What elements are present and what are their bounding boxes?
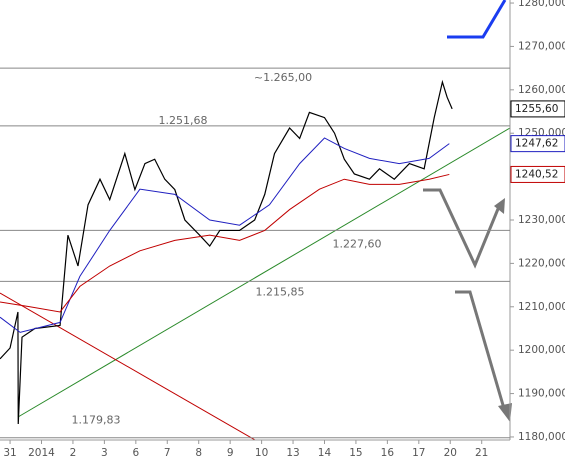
level-label: 1.251,68 — [159, 114, 208, 127]
x-tick-label: 31 — [3, 447, 16, 459]
x-tick-label: 9 — [227, 447, 234, 459]
y-tick-label: 1190,000 — [518, 388, 565, 400]
trend-line-support — [17, 127, 511, 418]
price-box — [510, 165, 565, 183]
y-tick-label: 1210,000 — [518, 301, 565, 313]
x-tick-label: 8 — [195, 447, 202, 459]
x-tick-label: 3 — [101, 447, 108, 459]
price-line — [0, 137, 450, 333]
x-tick-label: 16 — [381, 447, 395, 459]
projection-arrow — [447, 0, 507, 39]
price-box — [510, 135, 565, 153]
price-box-label: 1240,52 — [515, 168, 558, 180]
price-box — [510, 100, 565, 118]
price-line — [0, 79, 453, 424]
x-tick-label: 15 — [349, 447, 362, 459]
projection-arrow — [423, 188, 502, 269]
x-tick-label: 14 — [318, 447, 332, 459]
price-box-label: 1247,62 — [515, 138, 558, 150]
trend-line-resistance — [0, 292, 256, 441]
x-tick-label: 10 — [255, 447, 268, 459]
level-label: ~1.265,00 — [254, 71, 312, 84]
x-tick-label: 17 — [412, 447, 425, 459]
x-tick-label: 13 — [286, 447, 299, 459]
x-tick-label: 20 — [444, 447, 457, 459]
level-label: 1.227,60 — [333, 237, 382, 250]
y-tick-label: 1180,000 — [518, 431, 565, 443]
y-tick-label: 1220,000 — [518, 257, 565, 269]
projection-arrow — [455, 290, 507, 413]
x-tick-label: 2014 — [28, 447, 55, 459]
x-tick-label: 7 — [164, 447, 171, 459]
price-box-label: 1255,60 — [515, 103, 558, 115]
x-tick-label: 2 — [70, 447, 77, 459]
y-tick-label: 1270,000 — [518, 40, 565, 52]
level-label: 1.215,85 — [256, 285, 305, 298]
y-tick-label: 1230,000 — [518, 214, 565, 226]
arrow-head — [498, 403, 512, 422]
x-tick-label: 21 — [475, 447, 488, 459]
x-tick-label: 6 — [132, 447, 139, 459]
y-tick-label: 1280,000 — [518, 0, 565, 9]
y-tick-label: 1200,000 — [518, 344, 565, 356]
price-line — [0, 173, 450, 313]
y-tick-label: 1260,000 — [518, 84, 565, 96]
arrow-head — [494, 198, 505, 214]
level-label: 1.179,83 — [72, 414, 121, 427]
